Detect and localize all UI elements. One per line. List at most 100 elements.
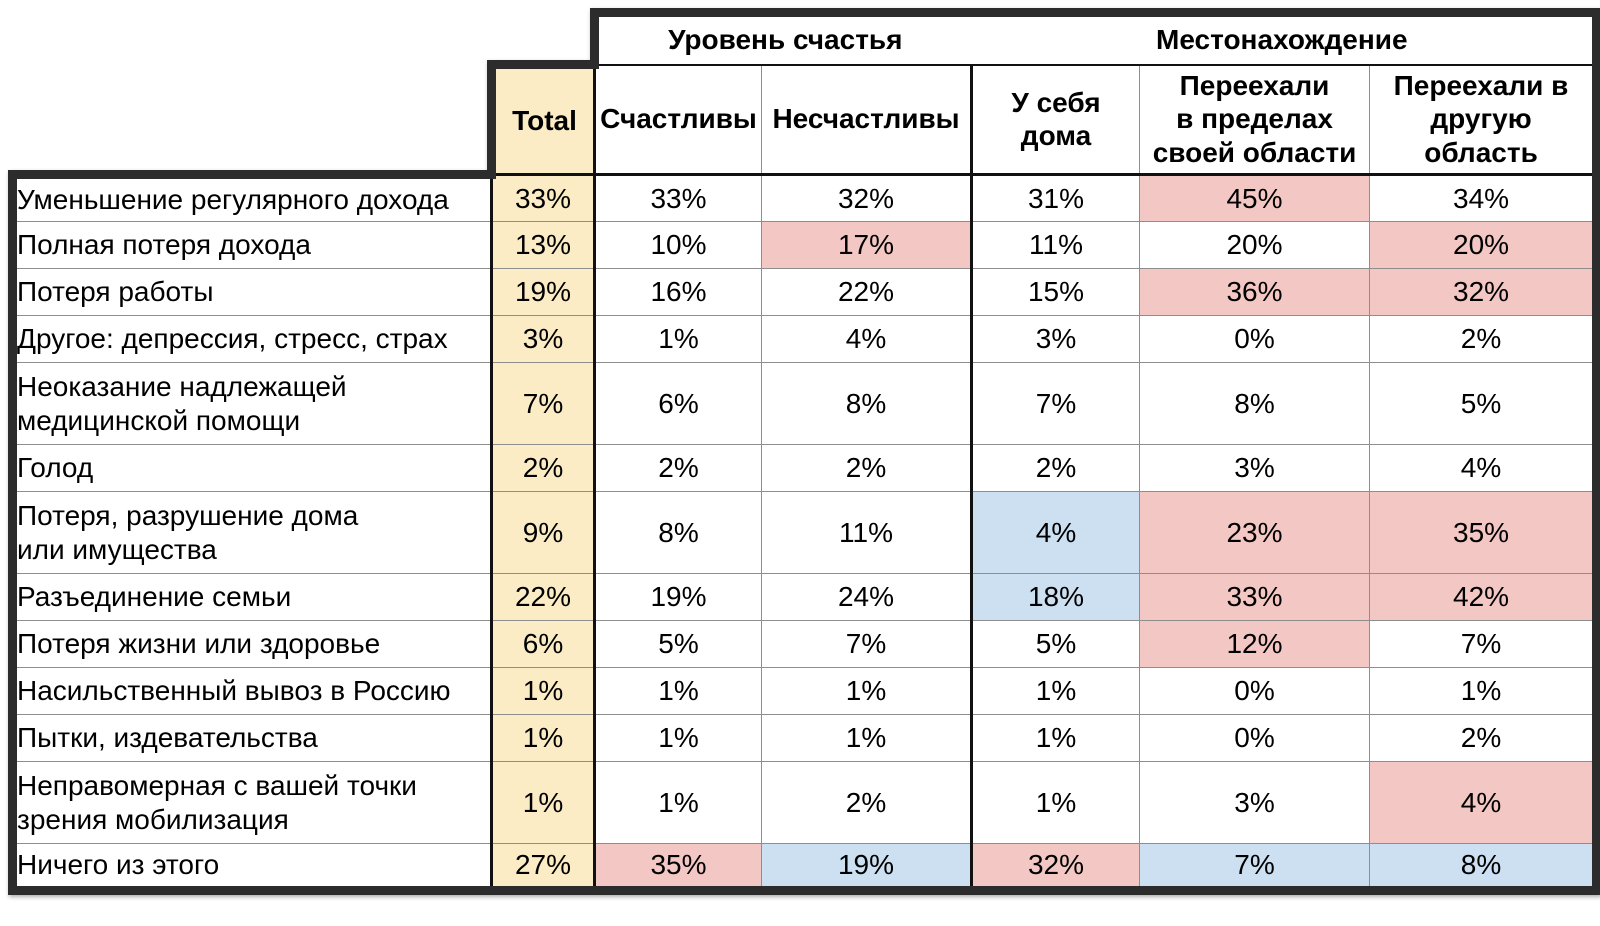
value-cell-highlighted: 23%: [1139, 491, 1370, 574]
value-cell-highlighted: 4%: [1369, 761, 1600, 844]
total-value-cell: 1%: [490, 667, 596, 715]
value-cell: 16%: [594, 268, 762, 316]
value-cell-highlighted: 17%: [760, 221, 972, 269]
value-cell-highlighted: 7%: [1139, 843, 1370, 895]
value-cell: 2%: [1369, 315, 1600, 363]
value-cell: 1%: [594, 761, 762, 844]
total-value-cell: 2%: [490, 444, 596, 492]
value-cell-highlighted: 45%: [1139, 173, 1370, 222]
value-cell: 1%: [970, 761, 1140, 844]
value-cell: 22%: [760, 268, 972, 316]
total-value-cell: 27%: [490, 843, 596, 895]
total-value-cell: 1%: [490, 761, 596, 844]
column-header-moved-within-region: Переехали в пределах своей области: [1139, 64, 1370, 176]
value-cell: 20%: [1139, 221, 1370, 269]
column-header-happy: Счастливы: [594, 64, 762, 176]
table-row: Неправомерная с вашей точки зрения мобил…: [8, 761, 1600, 844]
value-cell: 11%: [760, 491, 972, 574]
empty-corner: [13, 13, 595, 65]
value-cell: 1%: [970, 667, 1140, 715]
value-cell: 5%: [1369, 362, 1600, 445]
value-cell: 1%: [970, 714, 1140, 762]
value-cell: 2%: [1369, 714, 1600, 762]
value-cell-highlighted: 42%: [1369, 573, 1600, 621]
row-label: Голод: [8, 444, 493, 492]
table-row: Уменьшение регулярного дохода 33% 33% 32% 31…: [8, 170, 1600, 222]
value-cell: 2%: [760, 761, 972, 844]
value-cell: 15%: [970, 268, 1140, 316]
row-label: Ничего из этого: [8, 843, 493, 895]
total-value-cell: 1%: [490, 714, 596, 762]
value-cell: 7%: [1369, 620, 1600, 668]
value-cell: 3%: [1139, 444, 1370, 492]
value-cell: 24%: [760, 573, 972, 621]
total-value-cell: 19%: [490, 268, 596, 316]
value-cell: 8%: [1139, 362, 1370, 445]
value-cell: 4%: [1369, 444, 1600, 492]
value-cell-highlighted: 19%: [760, 843, 972, 895]
value-cell: 1%: [760, 667, 972, 715]
value-cell: 1%: [594, 315, 762, 363]
value-cell: 11%: [970, 221, 1140, 269]
group-header-happiness: Уровень счастья: [589, 8, 972, 66]
table-body: Уменьшение регулярного дохода 33% 33% 32% 31…: [8, 170, 1600, 895]
total-value-cell: 9%: [490, 491, 596, 574]
value-cell-highlighted: 36%: [1139, 268, 1370, 316]
value-cell: 32%: [760, 173, 972, 222]
table-row: Потеря жизни или здоровье 6% 5% 7% 5% 12% 7%: [8, 620, 1600, 668]
value-cell: 5%: [970, 620, 1140, 668]
column-header-unhappy: Несчастливы: [760, 64, 972, 176]
value-cell-highlighted: 35%: [1369, 491, 1600, 574]
table-row: Полная потеря дохода 13% 10% 17% 11% 20% 20%: [8, 221, 1600, 269]
value-cell: 10%: [594, 221, 762, 269]
table-row: Неоказание надлежащей медицинской помощи…: [8, 362, 1600, 445]
value-cell: 8%: [594, 491, 762, 574]
column-header-total: Total: [487, 60, 596, 176]
value-cell: 4%: [760, 315, 972, 363]
total-value-cell: 33%: [490, 173, 596, 222]
row-label: Неоказание надлежащей медицинской помощи: [8, 362, 493, 445]
column-group-header-row: Уровень счастья Местонахождение: [13, 8, 1600, 66]
value-cell-highlighted: 4%: [970, 491, 1140, 574]
row-label: Разъединение семьи: [8, 573, 493, 621]
value-cell: 0%: [1139, 714, 1370, 762]
table-row: Голод 2% 2% 2% 2% 3% 4%: [8, 444, 1600, 492]
row-label: Другое: депрессия, стресс, страх: [8, 315, 493, 363]
value-cell: 0%: [1139, 315, 1370, 363]
value-cell-highlighted: 32%: [970, 843, 1140, 895]
value-cell-highlighted: 18%: [970, 573, 1140, 621]
total-value-cell: 3%: [490, 315, 596, 363]
table-row: Разъединение семьи 22% 19% 24% 18% 33% 42%: [8, 573, 1600, 621]
row-label: Неправомерная с вашей точки зрения мобил…: [8, 761, 493, 844]
value-cell: 1%: [760, 714, 972, 762]
value-cell: 2%: [970, 444, 1140, 492]
survey-results-table: Уровень счастья Местонахождение Total Сч…: [8, 8, 1600, 895]
row-label: Пытки, издевательства: [8, 714, 493, 762]
column-header-row: Total Счастливы Несчастливы У себя дома …: [13, 60, 1600, 176]
row-label: Насильственный вывоз в Россию: [8, 667, 493, 715]
value-cell: 3%: [970, 315, 1140, 363]
total-value-cell: 7%: [490, 362, 596, 445]
value-cell-highlighted: 8%: [1369, 843, 1600, 895]
value-cell-highlighted: 33%: [1139, 573, 1370, 621]
value-cell: 31%: [970, 173, 1140, 222]
row-label: Потеря жизни или здоровье: [8, 620, 493, 668]
value-cell: 0%: [1139, 667, 1370, 715]
value-cell: 8%: [760, 362, 972, 445]
value-cell: 34%: [1369, 173, 1600, 222]
value-cell: 2%: [760, 444, 972, 492]
value-cell: 7%: [760, 620, 972, 668]
value-cell: 19%: [594, 573, 762, 621]
table-row: Другое: депрессия, стресс, страх 3% 1% 4% 3%…: [8, 315, 1600, 363]
row-label: Потеря работы: [8, 268, 493, 316]
value-cell: 5%: [594, 620, 762, 668]
value-cell: 1%: [594, 714, 762, 762]
value-cell: 1%: [1369, 667, 1600, 715]
value-cell: 3%: [1139, 761, 1370, 844]
survey-table-screenshot: Уровень счастья Местонахождение Total Сч…: [0, 8, 1600, 926]
row-label: Полная потеря дохода: [8, 221, 493, 269]
total-value-cell: 13%: [490, 221, 596, 269]
value-cell-highlighted: 12%: [1139, 620, 1370, 668]
column-header-at-home: У себя дома: [970, 64, 1140, 176]
group-header-location: Местонахождение: [971, 8, 1600, 66]
